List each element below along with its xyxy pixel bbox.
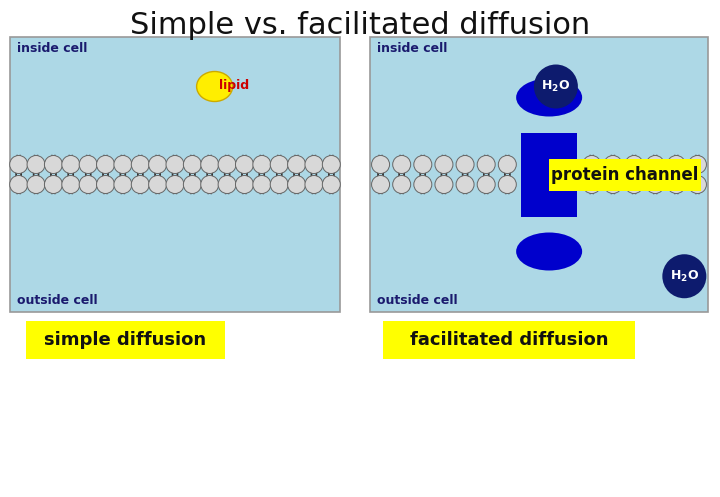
Circle shape [582, 156, 600, 173]
Circle shape [114, 156, 132, 173]
Circle shape [662, 254, 706, 298]
Circle shape [625, 156, 643, 173]
Circle shape [45, 175, 63, 193]
Circle shape [96, 175, 114, 193]
Circle shape [435, 156, 453, 173]
Circle shape [287, 175, 305, 193]
Circle shape [131, 175, 149, 193]
Circle shape [323, 175, 341, 193]
Circle shape [235, 175, 253, 193]
Text: lipid: lipid [219, 79, 248, 92]
Circle shape [9, 156, 27, 173]
Circle shape [392, 175, 410, 193]
Circle shape [646, 175, 664, 193]
Circle shape [79, 156, 97, 173]
Circle shape [79, 175, 97, 193]
Circle shape [498, 156, 516, 173]
Text: $\mathbf{H_2O}$: $\mathbf{H_2O}$ [541, 79, 570, 94]
Circle shape [456, 175, 474, 193]
Circle shape [688, 156, 706, 173]
Circle shape [604, 175, 622, 193]
Bar [370, 37, 708, 312]
FancyBboxPatch shape [383, 321, 635, 359]
Circle shape [372, 175, 390, 193]
Circle shape [201, 175, 219, 193]
Circle shape [218, 156, 236, 173]
Circle shape [534, 65, 578, 108]
Circle shape [253, 156, 271, 173]
Circle shape [218, 175, 236, 193]
Circle shape [392, 156, 410, 173]
Circle shape [323, 156, 341, 173]
Circle shape [477, 175, 495, 193]
Text: inside cell: inside cell [377, 43, 447, 56]
Text: facilitated diffusion: facilitated diffusion [410, 331, 608, 349]
Circle shape [372, 156, 390, 173]
Text: outside cell: outside cell [17, 294, 98, 307]
Circle shape [96, 156, 114, 173]
Ellipse shape [197, 72, 233, 101]
Bar [10, 37, 340, 312]
FancyBboxPatch shape [26, 321, 225, 359]
Circle shape [477, 156, 495, 173]
Circle shape [604, 156, 622, 173]
Circle shape [414, 156, 432, 173]
Circle shape [184, 156, 202, 173]
Circle shape [414, 175, 432, 193]
Circle shape [498, 175, 516, 193]
Circle shape [45, 156, 63, 173]
Circle shape [148, 156, 166, 173]
Text: $\mathbf{H_2O}$: $\mathbf{H_2O}$ [670, 269, 699, 284]
Circle shape [184, 175, 202, 193]
Circle shape [287, 156, 305, 173]
Circle shape [646, 156, 664, 173]
Ellipse shape [516, 233, 582, 270]
Circle shape [270, 156, 288, 173]
Circle shape [456, 156, 474, 173]
Circle shape [27, 156, 45, 173]
Ellipse shape [516, 79, 582, 116]
FancyBboxPatch shape [549, 159, 701, 190]
Text: Simple vs. facilitated diffusion: Simple vs. facilitated diffusion [130, 10, 590, 39]
Text: inside cell: inside cell [17, 43, 87, 56]
Circle shape [667, 175, 685, 193]
Circle shape [625, 175, 643, 193]
Circle shape [305, 156, 323, 173]
Text: outside cell: outside cell [377, 294, 458, 307]
Circle shape [9, 175, 27, 193]
Text: simple diffusion: simple diffusion [45, 331, 207, 349]
Circle shape [582, 175, 600, 193]
Circle shape [166, 156, 184, 173]
Circle shape [148, 175, 166, 193]
Circle shape [62, 175, 80, 193]
Circle shape [667, 156, 685, 173]
Circle shape [688, 175, 706, 193]
Circle shape [270, 175, 288, 193]
Circle shape [166, 175, 184, 193]
Circle shape [435, 175, 453, 193]
Circle shape [235, 156, 253, 173]
Circle shape [114, 175, 132, 193]
Circle shape [253, 175, 271, 193]
Circle shape [131, 156, 149, 173]
Circle shape [27, 175, 45, 193]
Circle shape [305, 175, 323, 193]
Text: protein channel: protein channel [552, 166, 699, 183]
Bar [521, 133, 577, 217]
Circle shape [201, 156, 219, 173]
Circle shape [62, 156, 80, 173]
